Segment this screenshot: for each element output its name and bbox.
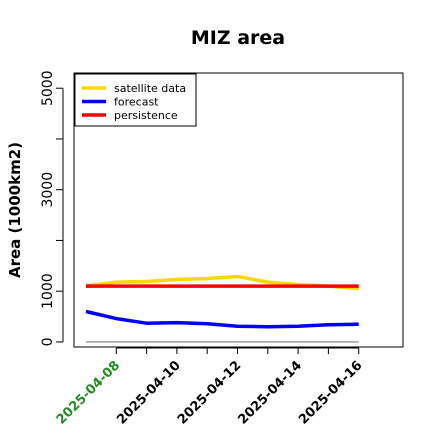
x-tick-label: 2025-04-08 — [54, 358, 123, 427]
legend-entry: persistence — [114, 109, 178, 122]
y-tick-label: 5000 — [40, 70, 56, 106]
y-tick-label: 3000 — [40, 172, 56, 208]
y-axis-label: Area (1000km2) — [6, 142, 24, 278]
plot-frame — [73, 72, 404, 348]
series-layer — [85, 274, 359, 343]
y-tick-label: 0 — [40, 337, 56, 346]
x-tick-label: 2025-04-14 — [236, 358, 305, 427]
x-tick-label: 2025-04-10 — [114, 358, 183, 427]
legend-entry: forecast — [114, 96, 159, 109]
y-axis: 0 1000 3000 5000 — [40, 70, 64, 346]
x-axis: 2025-04-082025-04-102025-04-122025-04-14… — [54, 347, 366, 428]
x-tick-label: 2025-04-16 — [296, 358, 365, 427]
chart-title: MIZ area — [191, 27, 285, 49]
x-tick-label: 2025-04-12 — [175, 358, 244, 427]
legend-entry: satellite data — [114, 82, 186, 95]
forecast-series-line — [85, 309, 359, 329]
y-tick-label: 1000 — [40, 273, 56, 309]
